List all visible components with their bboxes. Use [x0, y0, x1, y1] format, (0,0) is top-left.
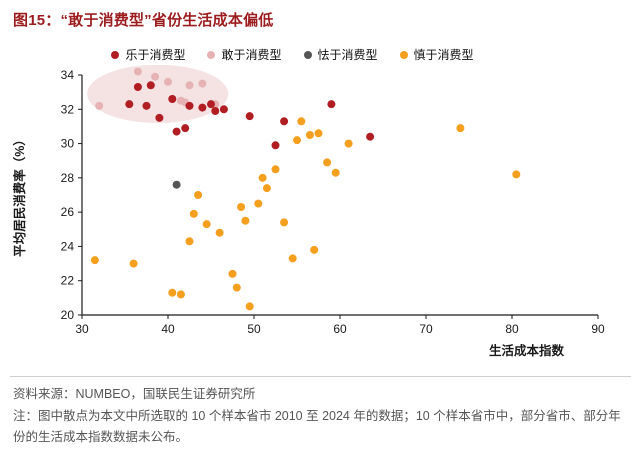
scatter-point: [245, 302, 254, 311]
scatter-point: [232, 283, 241, 292]
scatter-point: [323, 158, 332, 167]
figure-footer: 资料来源：NUMBEO，国联民生证券研究所 注：图中散点为本文中所选取的 10 …: [10, 376, 631, 447]
scatter-point: [146, 81, 155, 90]
scatter-point: [185, 237, 194, 246]
scatter-point: [314, 129, 323, 138]
legend-item: 敢于消费型: [207, 46, 282, 63]
scatter-chart: 20 22 24 26 28 30 32 34 30 40 50 60 70 80 90 生活成本指数 平均居民…: [12, 64, 605, 358]
scatter-point: [202, 220, 211, 229]
y-tick-label: 26: [61, 205, 75, 219]
y-tick-label: 30: [61, 137, 75, 151]
scatter-point: [164, 77, 172, 86]
x-axis-label: 生活成本指数: [489, 343, 565, 358]
legend-label: 怯于消费型: [317, 48, 378, 62]
scatter-point: [90, 256, 99, 265]
scatter-point: [176, 290, 185, 299]
scatter-point: [129, 259, 138, 268]
scatter-point: [185, 81, 194, 90]
scatter-point: [142, 101, 151, 110]
scatter-point: [344, 139, 353, 148]
scatter-point: [237, 203, 246, 211]
scatter-point: [125, 100, 134, 109]
scatter-point: [288, 254, 297, 263]
scatter-point: [254, 199, 263, 208]
scatter-point: [172, 127, 181, 136]
legend-label: 乐于消费型: [125, 48, 186, 62]
legend-dot-icon: [399, 50, 408, 59]
y-tick-label: 28: [61, 171, 75, 185]
scatter-point: [211, 107, 220, 115]
scatter-point: [331, 168, 340, 177]
scatter-point: [172, 180, 181, 189]
x-tick-label: 80: [505, 322, 519, 336]
x-tick-label: 70: [419, 322, 433, 336]
legend-item: 乐于消费型: [111, 46, 185, 63]
y-axis-label: 平均居民消费率（%）: [12, 133, 27, 257]
scatter-point: [280, 218, 289, 227]
scatter-point: [151, 72, 160, 81]
y-tick-label: 34: [61, 68, 75, 82]
chart-area: 20 22 24 26 28 30 32 34 30 40 50 60 70 80 90 生活成本指数 平均居民…: [0, 64, 641, 370]
x-tick-label: 60: [333, 322, 347, 336]
scatter-point: [241, 216, 250, 225]
x-tick-label: 50: [247, 322, 261, 336]
scatter-point: [185, 101, 194, 110]
scatter-point: [189, 209, 198, 218]
y-tick-label: 24: [61, 239, 75, 253]
legend-dot-icon: [207, 50, 216, 59]
scatter-point: [155, 113, 164, 122]
chart-legend: 乐于消费型 敢于消费型 怯于消费型 慎于消费型: [0, 46, 613, 63]
legend-dot-icon: [303, 50, 312, 59]
x-tick-label: 90: [591, 322, 605, 336]
scatter-point: [198, 79, 207, 88]
legend-dot-icon: [111, 50, 120, 59]
scatter-point: [305, 131, 314, 139]
scatter-point: [228, 269, 237, 278]
scatter-point: [194, 191, 203, 199]
scatter-point: [366, 132, 375, 141]
y-tick-label: 32: [61, 102, 75, 116]
scatter-point: [280, 117, 289, 126]
figure-title: 图15：“敢于消费型”省份生活成本偏低: [13, 12, 274, 29]
scatter-point: [245, 112, 254, 121]
x-tick-label: 30: [75, 322, 89, 336]
scatter-point: [456, 124, 465, 133]
x-tick-label: 40: [161, 322, 175, 336]
legend-item: 怯于消费型: [303, 46, 378, 63]
scatter-point: [293, 136, 301, 145]
scatter-point: [215, 228, 224, 237]
scatter-point: [271, 165, 280, 174]
scatter-point: [310, 245, 319, 254]
scatter-point: [327, 100, 336, 109]
scatter-point: [198, 103, 207, 112]
scatter-point: [133, 83, 142, 91]
legend-label: 慎于消费型: [413, 48, 474, 62]
scatter-point: [219, 105, 228, 114]
scatter-point: [168, 288, 177, 297]
scatter-point: [168, 95, 177, 103]
scatter-point: [95, 101, 104, 110]
y-tick-label: 20: [61, 308, 75, 322]
legend-label: 敢于消费型: [221, 48, 282, 62]
y-tick-label: 22: [61, 274, 75, 288]
scatter-point: [181, 124, 190, 133]
scatter-point: [512, 170, 521, 179]
scatter-point: [258, 173, 267, 182]
scatter-point: [133, 67, 142, 76]
highlight-ellipse: [87, 64, 229, 123]
scatter-point: [207, 100, 215, 109]
scatter-point: [271, 141, 280, 150]
legend-item: 慎于消费型: [399, 46, 474, 63]
scatter-point: [262, 184, 271, 193]
scatter-point: [297, 117, 306, 126]
note-line: 注：图中散点为本文中所选取的 10 个样本省市 2010 至 2024 年的数据…: [13, 409, 621, 444]
source-line: 资料来源：NUMBEO，国联民生证券研究所: [13, 387, 256, 401]
